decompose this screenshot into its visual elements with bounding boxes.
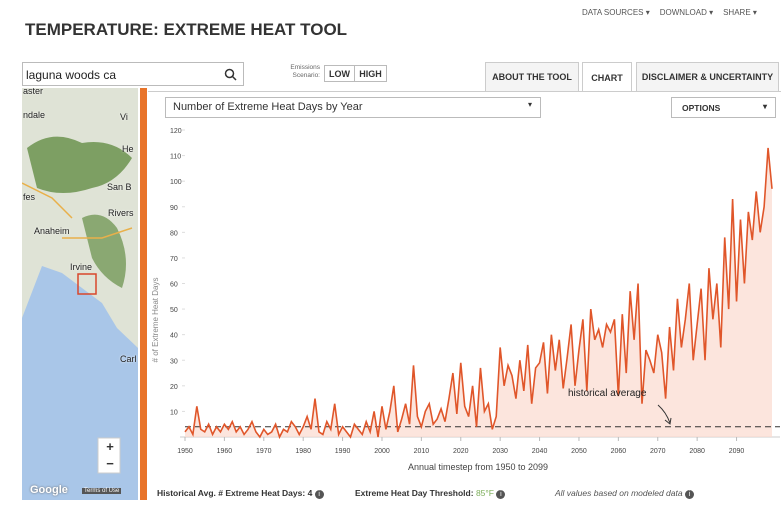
annotation: historical average [568,388,647,399]
tab[interactable]: DISCLAIMER & UNCERTAINTY [636,62,779,91]
map-label: fes [23,192,35,202]
x-axis-label: Annual timestep from 1950 to 2099 [408,462,548,472]
y-tick-label: 30 [170,358,178,365]
page-title: TEMPERATURE: EXTREME HEAT TOOL [25,20,347,40]
x-tick-label: 2010 [414,448,430,455]
x-tick-label: 1950 [177,448,193,455]
chart: # of Extreme Heat Days Annual timestep f… [150,120,783,482]
low-button[interactable]: LOW [324,65,355,82]
map-credit: Google [30,484,68,496]
x-tick-label: 2090 [729,448,745,455]
map-label: aster [23,88,43,96]
x-tick-label: 2050 [571,448,587,455]
panel-handle[interactable] [140,88,147,500]
threshold-value: 85°F [476,488,494,498]
high-button[interactable]: HIGH [354,65,387,82]
x-tick-label: 2020 [453,448,469,455]
footer-avg: Historical Avg. # Extreme Heat Days: 4 i [157,488,324,499]
y-tick-label: 100 [170,179,182,186]
y-tick-label: 120 [170,128,182,135]
y-tick-label: 50 [170,307,178,314]
avg-label: Historical Avg. # Extreme Heat Days: [157,488,305,498]
map-label: ndale [23,110,45,120]
footer-note: All values based on modeled data i [555,488,694,499]
zoom-out[interactable]: − [99,456,121,471]
y-tick-label: 90 [170,205,178,212]
footer-threshold: Extreme Heat Day Threshold: 85°F i [355,488,505,499]
x-tick-label: 2030 [492,448,508,455]
y-tick-label: 80 [170,230,178,237]
x-tick-label: 1970 [256,448,272,455]
y-tick-label: 110 [170,154,181,161]
menu-item[interactable]: DOWNLOAD ▾ [660,8,713,17]
emissions-label: Emissions Scenario: [280,64,320,80]
x-tick-label: 1980 [295,448,311,455]
dropdown-text: Number of Extreme Heat Days by Year [173,101,363,113]
map-label: Anaheim [34,226,70,236]
search-text: laguna woods ca [26,68,116,82]
map-label: Rivers [108,208,134,218]
options-text: OPTIONS [682,103,720,113]
y-tick-label: 20 [170,384,178,391]
top-menu: DATA SOURCES ▾ DOWNLOAD ▾ SHARE ▾ [582,8,757,17]
map-terms[interactable]: Terms of Use [82,488,121,494]
x-tick-label: 2070 [650,448,666,455]
y-tick-label: 60 [170,282,178,289]
y-tick-label: 10 [170,409,178,416]
search-box[interactable]: laguna woods ca [22,62,244,86]
threshold-label: Extreme Heat Day Threshold: [355,488,474,498]
tab-active[interactable]: CHART [582,62,632,92]
tab[interactable]: ABOUT THE TOOL [485,62,579,91]
menu-item[interactable]: DATA SOURCES ▾ [582,8,650,17]
x-tick-label: 2080 [689,448,705,455]
search-icon[interactable] [224,68,237,81]
chart-dropdown[interactable]: Number of Extreme Heat Days by Year▾ [165,97,541,118]
x-tick-label: 1990 [335,448,351,455]
divider [148,91,781,92]
map-label: San B [107,182,132,192]
y-axis-label: # of Extreme Heat Days [151,278,160,363]
avg-value: 4 [308,488,313,498]
zoom-in[interactable]: + [99,439,121,454]
menu-item[interactable]: SHARE ▾ [723,8,757,17]
note: All values based on modeled data [555,488,683,498]
map-label: Vi [120,112,128,122]
x-tick-label: 2000 [374,448,390,455]
map-label: Irvine [70,262,92,272]
page: {"header":{"title":"TEMPERATURE: EXTREME… [0,0,783,510]
map-label: He [122,144,134,154]
map[interactable]: aster ndale Vi He San B fes Rivers Anahe… [22,88,138,500]
map-label: Carl [120,354,137,364]
x-tick-label: 1960 [217,448,233,455]
x-tick-label: 2060 [611,448,627,455]
y-tick-label: 40 [170,333,178,340]
y-tick-label: 70 [170,256,178,263]
options-dropdown[interactable]: OPTIONS▾ [671,97,776,118]
x-tick-label: 2040 [532,448,548,455]
